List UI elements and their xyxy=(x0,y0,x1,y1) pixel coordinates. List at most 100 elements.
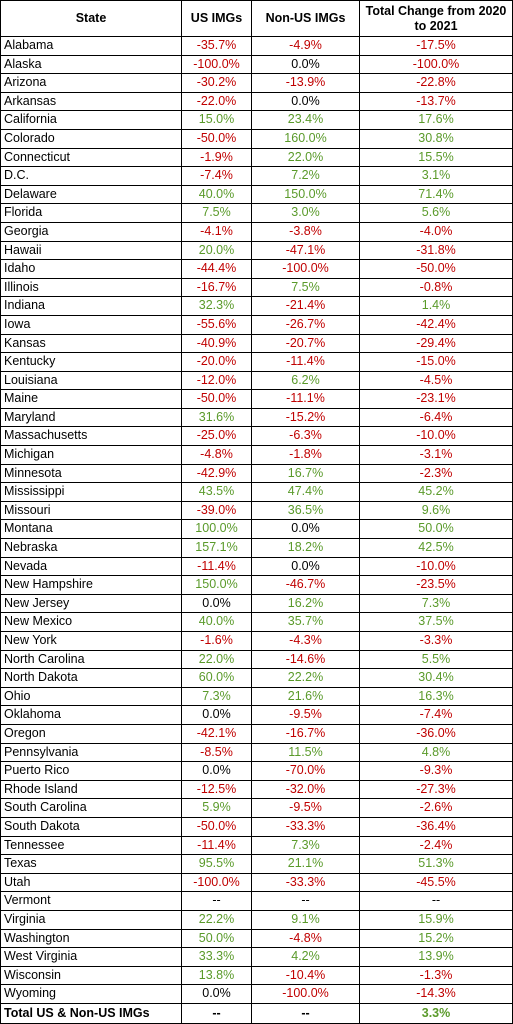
non-us-imgs-cell: -46.7% xyxy=(251,575,360,595)
state-cell: Nevada xyxy=(0,556,182,577)
us-imgs-cell: -40.9% xyxy=(181,333,252,354)
us-imgs-cell: 0.0% xyxy=(181,984,252,1004)
table-row: D.C. -7.4% 7.2% 3.1% xyxy=(0,166,513,186)
non-us-imgs-cell: -15.2% xyxy=(251,407,360,428)
non-us-imgs-cell: 160.0% xyxy=(251,128,360,149)
table-row: North Carolina 22.0% -14.6% 5.5% xyxy=(0,649,513,670)
table-row: Mississippi 43.5% 47.4% 45.2% xyxy=(0,482,513,502)
total-row: Total US & Non-US IMGs -- -- 3.3% xyxy=(0,1002,513,1024)
us-imgs-cell: 0.0% xyxy=(181,593,252,614)
table-row: New Mexico 40.0% 35.7% 37.5% xyxy=(0,612,513,632)
us-imgs-cell: -42.9% xyxy=(181,463,252,484)
state-cell: West Virginia xyxy=(0,947,182,967)
us-imgs-cell: 40.0% xyxy=(181,612,252,632)
state-cell: Oklahoma xyxy=(0,705,182,725)
us-imgs-cell: -22.0% xyxy=(181,91,252,112)
us-imgs-cell: -55.6% xyxy=(181,314,252,335)
total-change-cell: 9.6% xyxy=(359,500,513,521)
state-cell: Nebraska xyxy=(0,538,182,558)
us-imgs-cell: 15.0% xyxy=(181,110,252,130)
total-change-cell: -36.4% xyxy=(359,816,513,837)
state-cell: South Carolina xyxy=(0,798,182,818)
total-change-cell: -100.0% xyxy=(359,54,513,75)
non-us-imgs-cell: -11.4% xyxy=(251,352,360,372)
non-us-imgs-cell: -6.3% xyxy=(251,426,360,447)
total-change-cell: 5.6% xyxy=(359,203,513,223)
table-row: South Carolina 5.9% -9.5% -2.6% xyxy=(0,798,513,818)
table-row: Montana 100.0% 0.0% 50.0% xyxy=(0,519,513,540)
table-row: Washington 50.0% -4.8% 15.2% xyxy=(0,928,513,949)
us-imgs-cell: 20.0% xyxy=(181,240,252,261)
state-cell: Massachusetts xyxy=(0,426,182,447)
us-imgs-cell: 150.0% xyxy=(181,575,252,595)
non-us-imgs-cell: 0.0% xyxy=(251,556,360,577)
table-row: California 15.0% 23.4% 17.6% xyxy=(0,110,513,130)
total-change-cell: -10.0% xyxy=(359,556,513,577)
total-change-cell: 71.4% xyxy=(359,184,513,205)
state-cell: Utah xyxy=(0,872,182,893)
state-cell: Missouri xyxy=(0,500,182,521)
us-imgs-cell: 22.0% xyxy=(181,649,252,670)
table-row: Texas 95.5% 21.1% 51.3% xyxy=(0,854,513,874)
non-us-imgs-cell: -- xyxy=(251,891,360,911)
total-change-cell: 15.5% xyxy=(359,147,513,168)
us-imgs-cell: 0.0% xyxy=(181,705,252,725)
us-imgs-cell: -35.7% xyxy=(181,36,252,56)
us-imgs-cell: 43.5% xyxy=(181,482,252,502)
us-imgs-cell: 40.0% xyxy=(181,184,252,205)
non-us-imgs-cell: -11.1% xyxy=(251,389,360,409)
table-row: Oregon -42.1% -16.7% -36.0% xyxy=(0,723,513,744)
non-us-imgs-cell: -100.0% xyxy=(251,259,360,279)
state-cell: Maine xyxy=(0,389,182,409)
us-imgs-cell: 100.0% xyxy=(181,519,252,540)
total-change-cell: 37.5% xyxy=(359,612,513,632)
table-row: Delaware 40.0% 150.0% 71.4% xyxy=(0,184,513,205)
us-imgs-cell: 60.0% xyxy=(181,668,252,688)
us-imgs-cell: 33.3% xyxy=(181,947,252,967)
table-row: Connecticut -1.9% 22.0% 15.5% xyxy=(0,147,513,168)
us-imgs-cell: 31.6% xyxy=(181,407,252,428)
state-cell: Minnesota xyxy=(0,463,182,484)
state-cell: New Jersey xyxy=(0,593,182,614)
table-row: Minnesota -42.9% 16.7% -2.3% xyxy=(0,463,513,484)
non-us-imgs-cell: 47.4% xyxy=(251,482,360,502)
total-non-us-imgs: -- xyxy=(251,1002,360,1024)
us-imgs-cell: -4.8% xyxy=(181,445,252,465)
non-us-imgs-cell: 150.0% xyxy=(251,184,360,205)
non-us-imgs-cell: 36.5% xyxy=(251,500,360,521)
us-imgs-cell: -12.5% xyxy=(181,779,252,800)
us-imgs-cell: -8.5% xyxy=(181,742,252,763)
total-change-cell: -6.4% xyxy=(359,407,513,428)
total-change-cell: 50.0% xyxy=(359,519,513,540)
table-row: Nevada -11.4% 0.0% -10.0% xyxy=(0,556,513,577)
total-label: Total US & Non-US IMGs xyxy=(0,1002,182,1024)
us-imgs-cell: -20.0% xyxy=(181,352,252,372)
us-imgs-cell: -4.1% xyxy=(181,221,252,242)
table-row: South Dakota -50.0% -33.3% -36.4% xyxy=(0,816,513,837)
non-us-imgs-cell: 3.0% xyxy=(251,203,360,223)
non-us-imgs-cell: -4.8% xyxy=(251,928,360,949)
state-cell: Kentucky xyxy=(0,352,182,372)
state-cell: New York xyxy=(0,631,182,651)
table-row: Kansas -40.9% -20.7% -29.4% xyxy=(0,333,513,354)
state-cell: Oregon xyxy=(0,723,182,744)
us-imgs-cell: 13.8% xyxy=(181,965,252,986)
non-us-imgs-cell: -33.3% xyxy=(251,816,360,837)
state-cell: Texas xyxy=(0,854,182,874)
table-row: Missouri -39.0% 36.5% 9.6% xyxy=(0,500,513,521)
table-row: Utah -100.0% -33.3% -45.5% xyxy=(0,872,513,893)
non-us-imgs-cell: 9.1% xyxy=(251,909,360,930)
total-change: 3.3% xyxy=(359,1002,513,1024)
non-us-imgs-cell: -4.9% xyxy=(251,36,360,56)
non-us-imgs-cell: 22.0% xyxy=(251,147,360,168)
non-us-imgs-cell: -1.8% xyxy=(251,445,360,465)
us-imgs-cell: -39.0% xyxy=(181,500,252,521)
total-change-cell: 30.4% xyxy=(359,668,513,688)
us-imgs-cell: -16.7% xyxy=(181,277,252,298)
state-cell: Puerto Rico xyxy=(0,761,182,781)
table-row: North Dakota 60.0% 22.2% 30.4% xyxy=(0,668,513,688)
non-us-imgs-cell: -26.7% xyxy=(251,314,360,335)
non-us-imgs-cell: -100.0% xyxy=(251,984,360,1004)
total-change-cell: -7.4% xyxy=(359,705,513,725)
